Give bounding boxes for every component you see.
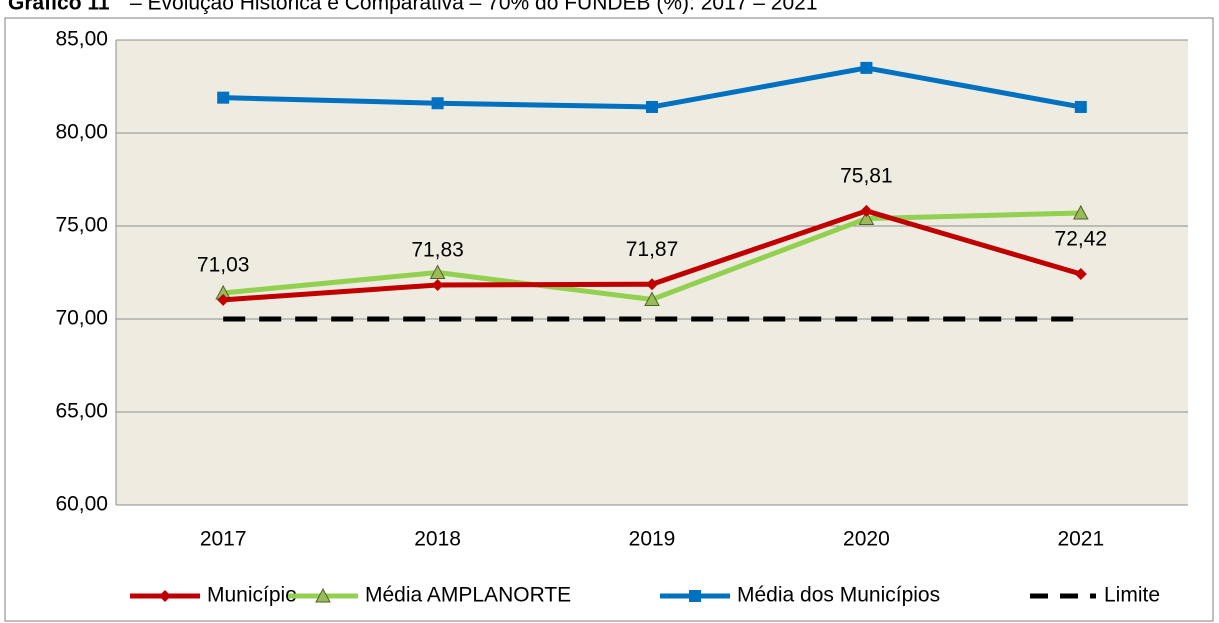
marker: [429, 264, 446, 279]
legend-label: Município: [207, 584, 297, 607]
marker: [1074, 267, 1087, 280]
marker: [860, 61, 873, 74]
marker: [1074, 100, 1087, 113]
chart-title: – Evolução Histórica e Comparativa – 70%…: [130, 0, 818, 15]
x-tick-label: 2018: [414, 528, 461, 551]
legend-label: Limite: [1104, 584, 1160, 607]
x-tick-label: 2020: [843, 528, 890, 551]
x-tick-label: 2021: [1057, 528, 1104, 551]
legend-label: Média dos Municípios: [737, 584, 940, 607]
marker: [860, 204, 873, 217]
y-tick-label: 80,00: [55, 121, 108, 144]
y-tick-label: 65,00: [55, 400, 108, 423]
data-label: 72,42: [1055, 228, 1108, 251]
x-tick-label: 2019: [629, 528, 676, 551]
marker: [217, 91, 230, 104]
plot-area: [116, 40, 1188, 505]
marker: [1072, 204, 1089, 220]
marker: [646, 278, 658, 291]
marker: [646, 100, 658, 113]
y-tick-label: 85,00: [55, 28, 108, 51]
data-label: 71,83: [411, 239, 464, 262]
marker: [315, 587, 331, 603]
y-tick-label: 60,00: [55, 493, 108, 516]
marker: [644, 291, 660, 306]
x-tick-label: 2017: [200, 528, 247, 551]
data-label: 75,81: [840, 164, 893, 187]
marker: [217, 293, 230, 306]
marker: [689, 590, 701, 602]
y-tick-label: 75,00: [55, 214, 108, 237]
marker: [159, 590, 171, 602]
chart-title-label: Gráfico 11: [8, 0, 110, 15]
marker: [431, 97, 444, 110]
y-tick-label: 70,00: [55, 307, 108, 330]
marker: [858, 210, 875, 226]
legend-label: Média AMPLANORTE: [365, 584, 571, 607]
data-label: 71,03: [197, 253, 250, 276]
marker: [431, 278, 444, 291]
data-label: 71,87: [626, 238, 679, 261]
